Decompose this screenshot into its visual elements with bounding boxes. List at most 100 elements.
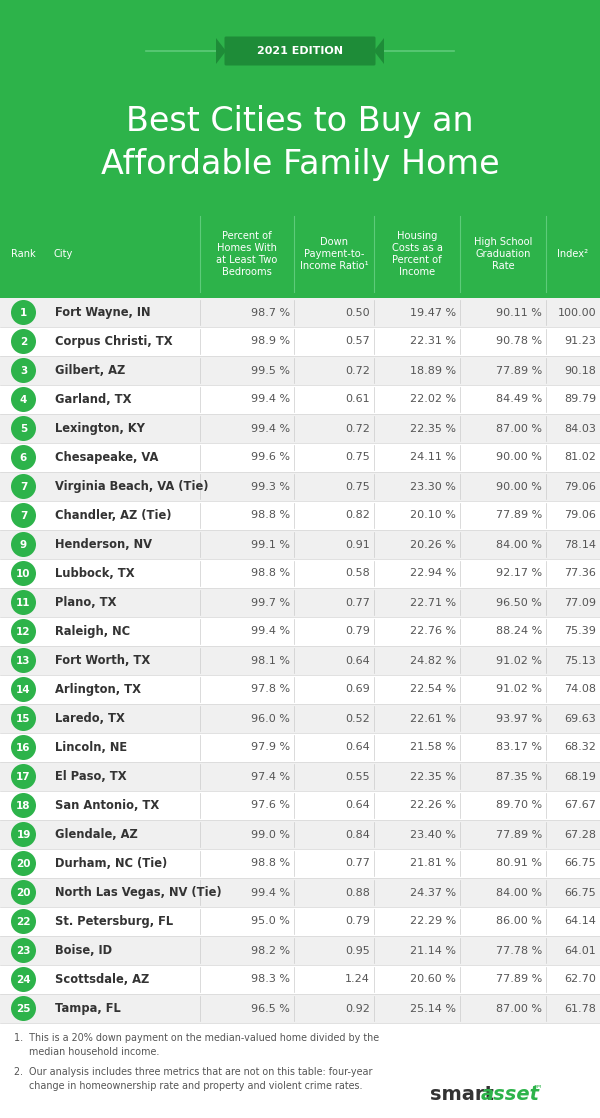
Circle shape: [11, 648, 36, 673]
Text: Garland, TX: Garland, TX: [55, 394, 131, 406]
Text: 93.97 %: 93.97 %: [496, 713, 542, 723]
Text: Lubbock, TX: Lubbock, TX: [55, 567, 134, 580]
Text: 21.14 %: 21.14 %: [410, 946, 456, 956]
Text: 18.89 %: 18.89 %: [410, 366, 456, 376]
Circle shape: [11, 967, 36, 992]
Text: 79.06: 79.06: [564, 482, 596, 492]
Text: 84.03: 84.03: [564, 424, 596, 434]
Circle shape: [11, 851, 36, 877]
Text: 75.39: 75.39: [564, 626, 596, 636]
Bar: [0, 210, 600, 299]
Text: 0.75: 0.75: [345, 482, 370, 492]
Text: 89.70 %: 89.70 %: [496, 800, 542, 811]
Text: Index²: Index²: [557, 249, 589, 259]
Text: 81.02: 81.02: [564, 453, 596, 463]
Text: 98.8 %: 98.8 %: [251, 859, 290, 869]
Text: 22.02 %: 22.02 %: [410, 395, 456, 405]
Text: 10: 10: [16, 569, 31, 579]
Bar: [0, 559, 600, 588]
Text: 67.67: 67.67: [564, 800, 596, 811]
Text: Corpus Christi, TX: Corpus Christi, TX: [55, 335, 173, 348]
Bar: [0, 0, 600, 210]
Text: 3: 3: [20, 366, 27, 376]
Text: 98.2 %: 98.2 %: [251, 946, 290, 956]
Text: 90.00 %: 90.00 %: [496, 453, 542, 463]
Text: 84.00 %: 84.00 %: [496, 888, 542, 898]
Bar: [0, 792, 600, 819]
Text: 0.88: 0.88: [345, 888, 370, 898]
Text: 77.09: 77.09: [564, 597, 596, 607]
Text: 22.35 %: 22.35 %: [410, 424, 456, 434]
Text: Down
Payment-to-
Income Ratio¹: Down Payment-to- Income Ratio¹: [299, 237, 368, 271]
Circle shape: [11, 764, 36, 789]
Text: 99.4 %: 99.4 %: [251, 424, 290, 434]
Text: 67.28: 67.28: [564, 830, 596, 840]
Text: 0.91: 0.91: [345, 540, 370, 550]
Text: smart: smart: [430, 1086, 494, 1105]
Text: 18: 18: [16, 800, 31, 811]
Text: Rank: Rank: [11, 249, 36, 259]
Text: 97.4 %: 97.4 %: [251, 771, 290, 781]
Text: 64.01: 64.01: [564, 946, 596, 956]
Text: 22.76 %: 22.76 %: [410, 626, 456, 636]
Text: 77.36: 77.36: [564, 568, 596, 578]
Text: 25: 25: [16, 1004, 31, 1014]
Text: 78.14: 78.14: [564, 540, 596, 550]
Text: Laredo, TX: Laredo, TX: [55, 712, 125, 724]
Bar: [0, 936, 600, 965]
Text: 99.4 %: 99.4 %: [251, 395, 290, 405]
Circle shape: [11, 300, 36, 325]
Bar: [0, 762, 600, 792]
Bar: [0, 819, 600, 849]
Text: 2: 2: [20, 337, 27, 347]
Text: 90.18: 90.18: [564, 366, 596, 376]
Text: 7: 7: [20, 511, 27, 521]
Bar: [0, 965, 600, 994]
Text: 99.7 %: 99.7 %: [251, 597, 290, 607]
Text: 0.64: 0.64: [345, 800, 370, 811]
Text: 21.81 %: 21.81 %: [410, 859, 456, 869]
Text: 6: 6: [20, 453, 27, 463]
Bar: [0, 443, 600, 472]
Text: 22.54 %: 22.54 %: [410, 684, 456, 694]
Text: Scottsdale, AZ: Scottsdale, AZ: [55, 973, 149, 986]
Text: Lincoln, NE: Lincoln, NE: [55, 741, 127, 754]
Text: 75.13: 75.13: [564, 655, 596, 665]
Text: 77.89 %: 77.89 %: [496, 830, 542, 840]
Text: 96.0 %: 96.0 %: [251, 713, 290, 723]
Circle shape: [11, 619, 36, 644]
Text: 5: 5: [20, 424, 27, 434]
Bar: [0, 356, 600, 385]
Text: 90.11 %: 90.11 %: [496, 307, 542, 318]
Text: 97.8 %: 97.8 %: [251, 684, 290, 694]
Circle shape: [11, 561, 36, 586]
Text: 9: 9: [20, 540, 27, 550]
Bar: [0, 675, 600, 704]
Bar: [0, 385, 600, 414]
Circle shape: [11, 793, 36, 818]
Text: 88.24 %: 88.24 %: [496, 626, 542, 636]
Text: 77.89 %: 77.89 %: [496, 366, 542, 376]
Text: 23.30 %: 23.30 %: [410, 482, 456, 492]
Text: 98.8 %: 98.8 %: [251, 568, 290, 578]
Text: 68.32: 68.32: [564, 742, 596, 752]
Text: 24: 24: [16, 975, 31, 985]
Text: 87.00 %: 87.00 %: [496, 1004, 542, 1014]
Text: North Las Vegas, NV (Tie): North Las Vegas, NV (Tie): [55, 885, 221, 899]
Text: 99.3 %: 99.3 %: [251, 482, 290, 492]
Text: Raleigh, NC: Raleigh, NC: [55, 625, 130, 638]
Text: 13: 13: [16, 656, 31, 666]
Text: 98.3 %: 98.3 %: [251, 975, 290, 985]
Text: 77.89 %: 77.89 %: [496, 975, 542, 985]
Text: 22.26 %: 22.26 %: [410, 800, 456, 811]
Text: Tampa, FL: Tampa, FL: [55, 1002, 121, 1015]
Text: 0.69: 0.69: [345, 684, 370, 694]
Text: 61.78: 61.78: [564, 1004, 596, 1014]
Text: 90.00 %: 90.00 %: [496, 482, 542, 492]
Text: 99.0 %: 99.0 %: [251, 830, 290, 840]
Text: City: City: [53, 249, 73, 259]
Circle shape: [11, 880, 36, 904]
Text: 98.7 %: 98.7 %: [251, 307, 290, 318]
Text: 21.58 %: 21.58 %: [410, 742, 456, 752]
Text: Boise, ID: Boise, ID: [55, 944, 112, 957]
